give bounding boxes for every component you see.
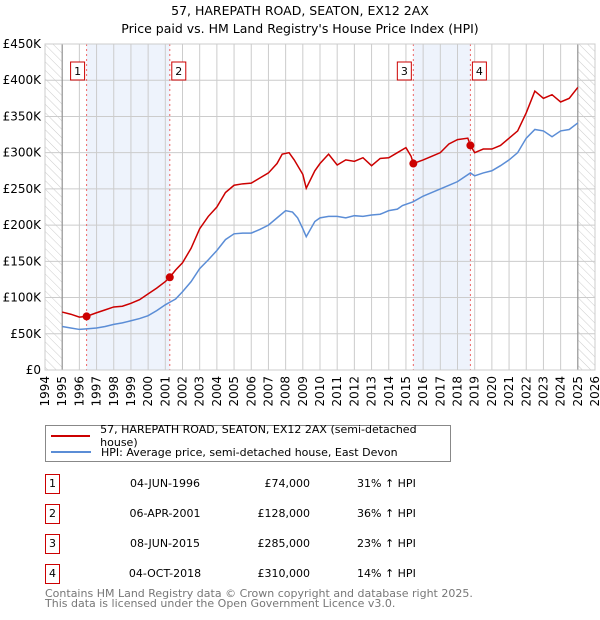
x-tick-label: 2020 xyxy=(485,376,499,407)
sale-marker-box xyxy=(70,61,86,81)
x-tick-label: 2009 xyxy=(296,376,310,407)
sale-price: £74,000 xyxy=(264,477,311,490)
y-tick-label: £150K xyxy=(3,254,43,268)
x-tick-label: 1997 xyxy=(90,376,104,407)
x-tick-label: 2012 xyxy=(347,376,361,407)
y-tick-label: £200K xyxy=(3,218,43,232)
x-tick-label: 2003 xyxy=(193,376,207,407)
x-tick-label: 2015 xyxy=(399,376,413,407)
y-tick-label: £450K xyxy=(3,37,43,51)
x-tick-label: 2008 xyxy=(279,376,293,407)
x-tick-label: 2026 xyxy=(588,376,600,407)
y-tick-label: £50K xyxy=(10,327,42,341)
sale-price: £310,000 xyxy=(257,567,311,580)
sale-hpi-diff: 36% ↑ HPI xyxy=(357,507,416,520)
sale-hpi-diff: 31% ↑ HPI xyxy=(357,477,416,490)
sale-date: 04-OCT-2018 xyxy=(128,567,202,580)
x-tick-label: 1994 xyxy=(38,376,52,407)
x-tick-label: 2023 xyxy=(536,376,550,407)
plot-area: 1994 1995 1996 1997 1998 1999 2000 2001 2002 2003… xyxy=(3,37,600,407)
x-tick-label: 1995 xyxy=(55,376,69,407)
x-tick-label: 2000 xyxy=(141,376,155,407)
x-tick-label: 2021 xyxy=(502,376,516,407)
series-line xyxy=(62,87,579,318)
x-tick-label: 2002 xyxy=(176,376,190,407)
legend-item-hpi: HPI: Average price, semi-detached house,… xyxy=(51,444,398,460)
x-tick-label: 2010 xyxy=(313,376,327,407)
sale-row: 2 06-APR-2001 £128,000 36% ↑ HPI xyxy=(45,504,465,524)
sale-point xyxy=(82,312,91,321)
x-tick-label: 2022 xyxy=(519,376,533,407)
footer: Contains HM Land Registry data © Crown c… xyxy=(45,587,473,610)
sale-marker-box xyxy=(396,61,412,81)
x-tick-label: 1999 xyxy=(124,376,138,407)
x-tick-label: 2017 xyxy=(433,376,447,407)
sale-marker-box xyxy=(471,61,487,81)
sale-price: £128,000 xyxy=(257,507,311,520)
x-tick-label: 2007 xyxy=(261,376,275,407)
y-tick-label: £250K xyxy=(3,182,43,196)
x-tick-label: 2024 xyxy=(554,376,568,407)
sale-marker-label: 1 xyxy=(74,65,81,78)
sale-row: 4 04-OCT-2018 £310,000 14% ↑ HPI xyxy=(45,564,465,584)
sale-date: 06-APR-2001 xyxy=(129,507,201,520)
sale-date: 08-JUN-2015 xyxy=(129,537,201,550)
x-tick-label: 1996 xyxy=(72,376,86,407)
sale-date: 04-JUN-1996 xyxy=(129,477,201,490)
sale-hpi-diff: 14% ↑ HPI xyxy=(357,567,416,580)
sale-marker-box xyxy=(171,61,187,81)
y-tick-label: £400K xyxy=(3,73,43,87)
x-tick-label: 2013 xyxy=(365,376,379,407)
sale-marker-label: 3 xyxy=(45,534,60,554)
x-tick-label: 2005 xyxy=(227,376,241,407)
chart-subtitle: Price paid vs. HM Land Registry's House … xyxy=(121,21,479,36)
x-tick-label: 2025 xyxy=(571,376,585,407)
x-tick-label: 2019 xyxy=(468,376,482,407)
sale-row: 3 08-JUN-2015 £285,000 23% ↑ HPI xyxy=(45,534,465,554)
sale-marker-label: 2 xyxy=(45,504,60,524)
x-tick-label: 2004 xyxy=(210,376,224,407)
sale-point xyxy=(165,273,174,282)
hatched-region xyxy=(577,44,595,370)
sale-point xyxy=(409,159,418,168)
sale-price: £285,000 xyxy=(257,537,311,550)
x-tick-label: 2001 xyxy=(158,376,172,407)
legend-label: 57, HAREPATH ROAD, SEATON, EX12 2AX (sem… xyxy=(100,423,417,449)
sale-marker-label: 2 xyxy=(175,65,182,78)
legend-label: HPI: Average price, semi-detached house,… xyxy=(101,445,398,459)
x-tick-label: 2011 xyxy=(330,376,344,407)
series-line xyxy=(62,122,579,331)
plot-border xyxy=(44,43,596,371)
shaded-period xyxy=(413,44,471,370)
legend: 57, HAREPATH ROAD, SEATON, EX12 2AX (sem… xyxy=(45,423,451,462)
y-tick-label: £350K xyxy=(3,109,43,123)
red-line-swatch xyxy=(51,435,91,437)
footer-line: Contains HM Land Registry data © Crown c… xyxy=(45,587,473,600)
shaded-period xyxy=(86,44,170,370)
x-tick-label: 2014 xyxy=(382,376,396,407)
x-tick-label: 2006 xyxy=(244,376,258,407)
x-tick-label: 2018 xyxy=(451,376,465,407)
y-tick-label: £0 xyxy=(26,363,41,377)
legend-item-property: 57, HAREPATH ROAD, SEATON, EX12 2AX (sem… xyxy=(51,423,450,449)
x-tick-label: 2016 xyxy=(416,376,430,407)
chart-title: 57, HAREPATH ROAD, SEATON, EX12 2AX xyxy=(171,3,429,18)
sale-row: 1 04-JUN-1996 £74,000 31% ↑ HPI xyxy=(45,474,465,494)
y-tick-label: £100K xyxy=(3,291,43,305)
sale-marker-label: 3 xyxy=(401,65,408,78)
y-tick-label: £300K xyxy=(3,146,43,160)
sale-hpi-diff: 23% ↑ HPI xyxy=(357,537,416,550)
sale-point xyxy=(466,141,475,150)
blue-line-swatch xyxy=(51,451,91,453)
sale-marker-label: 4 xyxy=(476,65,483,78)
x-tick-label: 1998 xyxy=(107,376,121,407)
hatched-region xyxy=(45,44,63,370)
footer-line: This data is licensed under the Open Gov… xyxy=(45,597,396,610)
sale-marker-label: 4 xyxy=(45,564,60,584)
sale-marker-label: 1 xyxy=(45,474,60,494)
